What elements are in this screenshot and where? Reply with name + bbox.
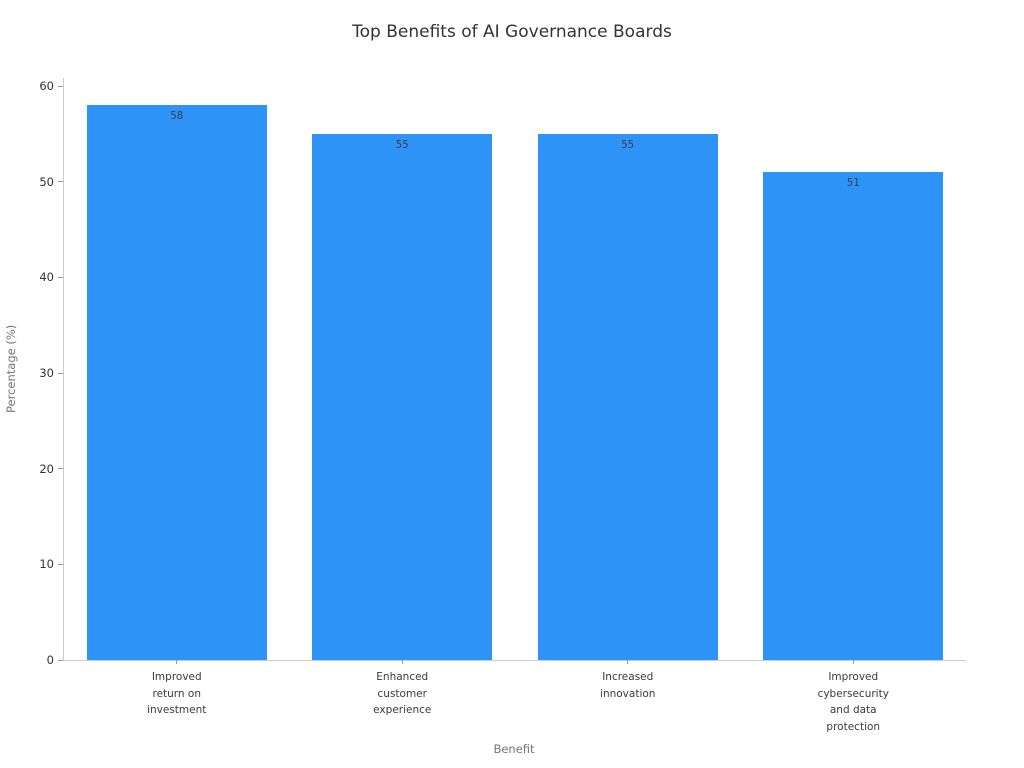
bar: 51 [763, 172, 944, 660]
chart-title: Top Benefits of AI Governance Boards [352, 22, 672, 42]
y-axis-tick-label: 50 [39, 174, 54, 189]
bar-value-label: 51 [846, 177, 860, 190]
bar-value-label: 55 [395, 138, 409, 151]
y-axis-tick [58, 276, 63, 278]
y-axis-title: Percentage (%) [4, 324, 18, 414]
bar: 55 [537, 133, 718, 660]
y-axis-tick [58, 85, 63, 87]
plot-area: 0 10 20 30 40 50 60 58 Improved return on invest… [39, 78, 966, 733]
y-axis-tick-label: 0 [46, 653, 54, 667]
y-axis-tick-label: 60 [39, 79, 54, 93]
bar-value-label: 58 [170, 110, 184, 123]
y-axis-tick [58, 468, 63, 470]
x-axis-tick [176, 660, 178, 664]
y-axis-tick-label: 40 [39, 270, 54, 285]
bar-value-label: 55 [621, 138, 635, 151]
x-axis-category-label: Improved cybersecurity and data protecti… [817, 671, 889, 733]
y-axis-tick-label: 20 [39, 461, 54, 476]
y-axis-tick-label: 10 [39, 557, 54, 572]
y-axis-tick [58, 181, 63, 183]
x-axis-tick [401, 660, 403, 664]
y-axis-tick [58, 563, 63, 565]
x-axis-category-label: Improved return on investment [147, 671, 207, 716]
y-axis-tick [58, 372, 63, 374]
y-axis-tick-label: 30 [39, 366, 54, 380]
x-axis-tick [852, 660, 854, 664]
x-axis-title: Benefit [493, 742, 535, 756]
bar: 55 [312, 133, 493, 660]
y-axis-tick [58, 659, 63, 661]
bar: 58 [86, 105, 267, 660]
x-axis-category-label: Enhanced customer experience [373, 671, 432, 716]
x-axis-category-label: Increased innovation [600, 671, 656, 700]
x-axis-tick [627, 660, 629, 664]
